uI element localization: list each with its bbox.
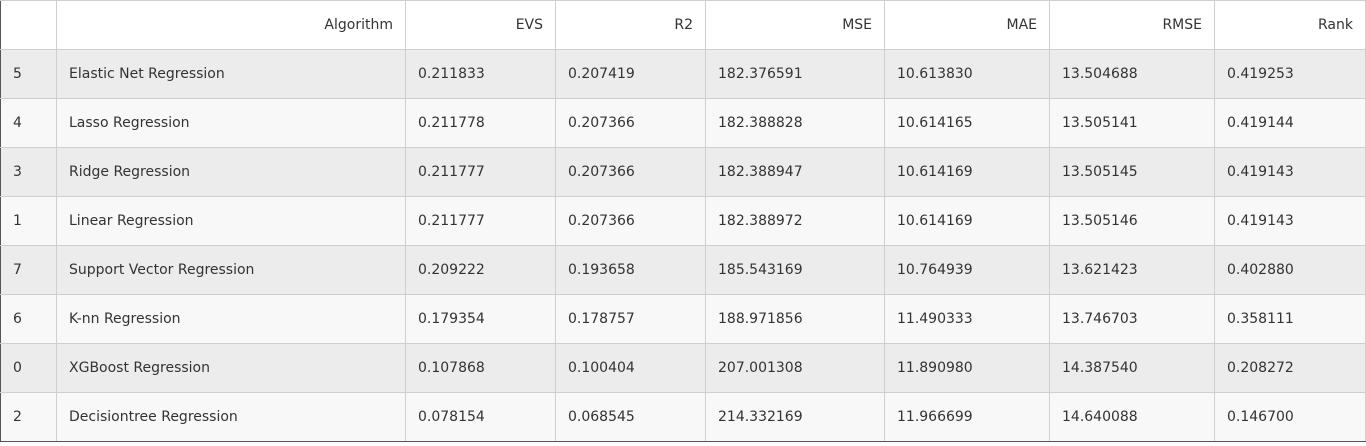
cell-rmse: 13.505141: [1049, 98, 1215, 148]
cell-evs: 0.179354: [405, 294, 556, 344]
cell-algorithm: K-nn Regression: [56, 294, 406, 344]
header-rank: Rank: [1214, 0, 1366, 50]
cell-algorithm: Lasso Regression: [56, 98, 406, 148]
cell-algorithm: XGBoost Regression: [56, 343, 406, 393]
row-index: 4: [0, 98, 57, 148]
header-evs: EVS: [405, 0, 556, 50]
cell-rank: 0.419143: [1214, 196, 1366, 246]
cell-evs: 0.211777: [405, 147, 556, 197]
row-index: 5: [0, 49, 57, 99]
cell-mse: 182.388947: [705, 147, 885, 197]
cell-mae: 10.764939: [884, 245, 1050, 295]
cell-rmse: 13.505145: [1049, 147, 1215, 197]
cell-rmse: 13.505146: [1049, 196, 1215, 246]
cell-r2: 0.178757: [555, 294, 706, 344]
cell-rank: 0.419253: [1214, 49, 1366, 99]
cell-rank: 0.419144: [1214, 98, 1366, 148]
cell-mae: 11.490333: [884, 294, 1050, 344]
table-row: 7 Support Vector Regression 0.209222 0.1…: [0, 245, 1366, 295]
cell-r2: 0.100404: [555, 343, 706, 393]
cell-rmse: 14.640088: [1049, 392, 1215, 442]
table-row: 6 K-nn Regression 0.179354 0.178757 188.…: [0, 294, 1366, 344]
cell-rmse: 13.621423: [1049, 245, 1215, 295]
row-index: 3: [0, 147, 57, 197]
cell-evs: 0.211777: [405, 196, 556, 246]
header-mae: MAE: [884, 0, 1050, 50]
row-index: 2: [0, 392, 57, 442]
row-index: 1: [0, 196, 57, 246]
cell-evs: 0.211778: [405, 98, 556, 148]
table-row: 5 Elastic Net Regression 0.211833 0.2074…: [0, 49, 1366, 99]
header-r2: R2: [555, 0, 706, 50]
table-header: Algorithm EVS R2 MSE MAE RMSE Rank: [0, 0, 1366, 50]
cell-evs: 0.209222: [405, 245, 556, 295]
header-algorithm: Algorithm: [56, 0, 406, 50]
header-index: [0, 0, 57, 50]
cell-evs: 0.078154: [405, 392, 556, 442]
cell-r2: 0.207419: [555, 49, 706, 99]
cell-mse: 182.376591: [705, 49, 885, 99]
table-row: 1 Linear Regression 0.211777 0.207366 18…: [0, 196, 1366, 246]
cell-mse: 182.388828: [705, 98, 885, 148]
cell-r2: 0.207366: [555, 147, 706, 197]
row-index: 6: [0, 294, 57, 344]
cell-r2: 0.193658: [555, 245, 706, 295]
cell-mae: 11.890980: [884, 343, 1050, 393]
row-index: 0: [0, 343, 57, 393]
table-row: 4 Lasso Regression 0.211778 0.207366 182…: [0, 98, 1366, 148]
cell-evs: 0.107868: [405, 343, 556, 393]
cell-mae: 10.614169: [884, 196, 1050, 246]
cell-r2: 0.207366: [555, 98, 706, 148]
header-row: Algorithm EVS R2 MSE MAE RMSE Rank: [0, 0, 1366, 50]
cell-mae: 11.966699: [884, 392, 1050, 442]
cell-mse: 185.543169: [705, 245, 885, 295]
cell-mse: 182.388972: [705, 196, 885, 246]
row-index: 7: [0, 245, 57, 295]
cell-algorithm: Decisiontree Regression: [56, 392, 406, 442]
cell-mae: 10.614169: [884, 147, 1050, 197]
cell-rank: 0.208272: [1214, 343, 1366, 393]
cell-mse: 214.332169: [705, 392, 885, 442]
cell-mae: 10.613830: [884, 49, 1050, 99]
table-row: 2 Decisiontree Regression 0.078154 0.068…: [0, 392, 1366, 442]
cell-rank: 0.358111: [1214, 294, 1366, 344]
cell-rmse: 14.387540: [1049, 343, 1215, 393]
cell-algorithm: Support Vector Regression: [56, 245, 406, 295]
table-body: 5 Elastic Net Regression 0.211833 0.2074…: [0, 49, 1366, 442]
cell-r2: 0.207366: [555, 196, 706, 246]
cell-rank: 0.146700: [1214, 392, 1366, 442]
cell-algorithm: Ridge Regression: [56, 147, 406, 197]
cell-algorithm: Linear Regression: [56, 196, 406, 246]
table-row: 3 Ridge Regression 0.211777 0.207366 182…: [0, 147, 1366, 197]
header-rmse: RMSE: [1049, 0, 1215, 50]
cell-mse: 188.971856: [705, 294, 885, 344]
cell-evs: 0.211833: [405, 49, 556, 99]
cell-rank: 0.419143: [1214, 147, 1366, 197]
cell-r2: 0.068545: [555, 392, 706, 442]
cell-mse: 207.001308: [705, 343, 885, 393]
cell-mae: 10.614165: [884, 98, 1050, 148]
header-mse: MSE: [705, 0, 885, 50]
cell-rmse: 13.746703: [1049, 294, 1215, 344]
cell-algorithm: Elastic Net Regression: [56, 49, 406, 99]
cell-rmse: 13.504688: [1049, 49, 1215, 99]
table-row: 0 XGBoost Regression 0.107868 0.100404 2…: [0, 343, 1366, 393]
cell-rank: 0.402880: [1214, 245, 1366, 295]
